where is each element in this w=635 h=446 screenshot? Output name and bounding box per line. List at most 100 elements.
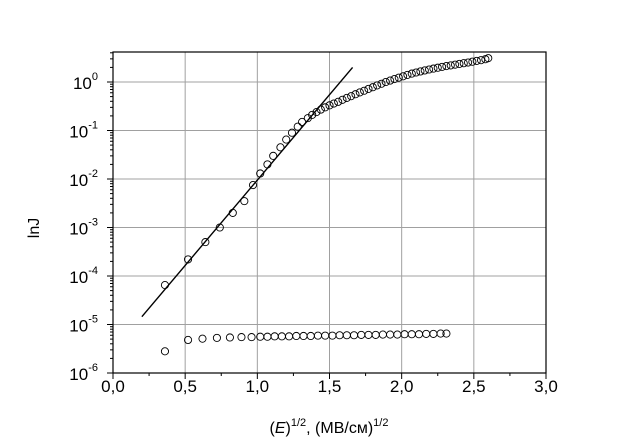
- data-point-series-2: [263, 332, 272, 341]
- grid-lines: [113, 52, 546, 373]
- data-point-series-1: [373, 81, 382, 90]
- data-point-series-2: [442, 329, 451, 338]
- data-point-series-1: [282, 135, 291, 144]
- x-tick-label: 1,5: [318, 377, 342, 396]
- x-tick-label: 0,0: [101, 377, 125, 396]
- data-point-series-1: [351, 90, 360, 99]
- data-point-series-2: [247, 333, 256, 342]
- data-point-series-2: [277, 332, 286, 341]
- data-point-series-2: [212, 333, 221, 342]
- data-point-series-2: [184, 335, 193, 345]
- data-point-series-1: [459, 59, 468, 68]
- data-point-series-1: [312, 108, 321, 117]
- data-point-series-2: [299, 331, 308, 341]
- data-point-series-1: [438, 62, 447, 71]
- x-tick-label: 3,0: [534, 377, 558, 396]
- data-point-series-1: [360, 86, 369, 95]
- data-point-series-1: [416, 67, 425, 76]
- y-tick-label: 100: [73, 71, 98, 93]
- data-point-series-1: [412, 68, 421, 77]
- data-point-series-2: [429, 329, 438, 338]
- data-point-series-1: [455, 59, 464, 68]
- data-point-series-1: [433, 63, 442, 72]
- data-point-series-1: [293, 122, 302, 131]
- axis-ticks: [107, 52, 547, 379]
- data-point-series-1: [381, 77, 390, 87]
- data-point-series-1: [342, 93, 351, 102]
- data-point-series-1: [269, 151, 278, 160]
- data-point-series-1: [377, 79, 386, 88]
- data-point-series-2: [378, 330, 387, 339]
- data-point-series-1: [160, 281, 170, 290]
- data-point-series-1: [399, 72, 408, 81]
- data-point-series-1: [248, 181, 258, 190]
- data-point-series-2: [393, 330, 402, 339]
- data-point-series-1: [442, 62, 451, 71]
- data-point-series-1: [451, 60, 460, 69]
- data-point-series-1: [484, 54, 493, 63]
- data-point-series-1: [368, 83, 377, 92]
- data-point-series-2: [225, 333, 234, 342]
- data-point-series-1: [386, 76, 395, 85]
- data-point-series-2: [349, 331, 359, 340]
- data-point-series-1: [338, 95, 347, 104]
- data-point-series-2: [342, 331, 351, 340]
- y-tick-label: 10-2: [69, 168, 98, 190]
- data-point-series-2: [364, 330, 373, 339]
- data-point-series-1: [287, 128, 297, 137]
- data-point-series-2: [371, 330, 380, 339]
- data-point-series-2: [335, 331, 344, 340]
- y-tick-label: 10-6: [69, 362, 98, 384]
- y-tick-label: 10-3: [69, 217, 98, 239]
- y-axis-title: lnJ: [26, 218, 43, 238]
- x-tick-label: 2,0: [390, 377, 414, 396]
- data-point-series-1: [476, 56, 486, 65]
- data-point-series-1: [472, 56, 481, 65]
- y-tick-labels: 10-6 10-5 10-4 10-3 10-2 10-1 100: [69, 71, 98, 384]
- x-axis-title-exp1: 1/2: [291, 417, 306, 429]
- data-point-series-2: [386, 330, 395, 339]
- data-point-series-1: [276, 143, 285, 152]
- data-point-series-2: [436, 329, 445, 338]
- data-point-series-1: [464, 58, 473, 67]
- data-point-series-1: [347, 92, 356, 101]
- x-tick-label: 2,5: [462, 377, 486, 396]
- data-point-series-1: [429, 64, 438, 73]
- data-point-series-1: [308, 110, 317, 119]
- x-axis-title-var: E: [275, 420, 286, 437]
- data-point-series-1: [329, 99, 338, 108]
- data-point-series-1: [446, 61, 455, 70]
- data-point-series-2: [285, 332, 294, 341]
- data-point-series-1: [403, 70, 412, 79]
- data-point-series-1: [240, 197, 249, 206]
- data-point-series-2: [321, 331, 330, 340]
- data-point-series-2: [422, 329, 431, 338]
- data-point-series-2: [237, 333, 246, 342]
- data-point-series-1: [420, 66, 429, 75]
- data-point-series-2: [160, 347, 170, 356]
- x-axis-title-exp2: 1/2: [373, 417, 388, 429]
- data-point-series-2: [292, 331, 301, 341]
- data-point-series-1: [364, 84, 373, 93]
- data-point-series-2: [198, 334, 207, 343]
- data-point-series-1: [334, 97, 343, 106]
- data-point-series-1: [325, 101, 334, 110]
- series-layer: [141, 54, 493, 356]
- data-point-series-1: [201, 238, 210, 247]
- data-point-series-2: [414, 330, 424, 339]
- x-tick-label: 1,0: [246, 377, 270, 396]
- data-point-series-1: [390, 75, 399, 84]
- data-point-series-2: [306, 331, 315, 341]
- y-tick-label: 10-5: [69, 314, 98, 336]
- x-axis-title-rest: , (МВ/см): [306, 420, 373, 437]
- data-point-series-1: [407, 69, 416, 78]
- data-point-series-1: [425, 65, 434, 74]
- data-point-series-1: [394, 73, 403, 82]
- data-point-series-2: [407, 330, 416, 339]
- x-tick-labels: 0,0 0,5 1,0 1,5 2,0 2,5 3,0: [101, 377, 558, 396]
- data-point-series-2: [270, 332, 279, 341]
- data-point-series-1: [321, 103, 330, 112]
- x-axis-title: (E)1/2, (МВ/см)1/2: [270, 417, 389, 437]
- data-point-series-2: [357, 330, 366, 339]
